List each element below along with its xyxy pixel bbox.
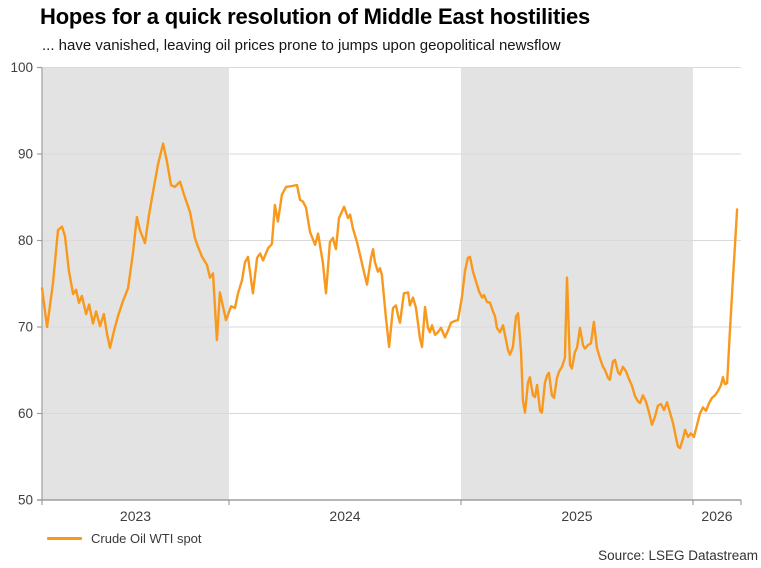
axes <box>37 66 742 505</box>
legend: Crude Oil WTI spot <box>47 531 202 546</box>
y-tick-label: 70 <box>18 320 33 335</box>
x-tick-label: 2026 <box>701 508 732 524</box>
legend-label: Crude Oil WTI spot <box>91 531 202 546</box>
chart-subtitle: ... have vanished, leaving oil prices pr… <box>42 37 561 54</box>
year-band <box>460 67 693 500</box>
x-tick-label: 2023 <box>120 508 151 524</box>
y-tick-label: 80 <box>18 233 33 248</box>
chart-title: Hopes for a quick resolution of Middle E… <box>40 4 591 29</box>
y-tick-label: 90 <box>18 147 33 162</box>
y-axis-labels: 50 60 70 80 90 100 <box>10 60 33 508</box>
year-bands <box>42 67 693 500</box>
x-axis-labels: 2023 2024 2025 2026 <box>120 508 733 524</box>
price-line <box>40 142 739 450</box>
gridlines <box>42 67 741 414</box>
x-tick-label: 2025 <box>561 508 592 524</box>
y-tick-label: 50 <box>18 493 33 508</box>
legend-line-swatch <box>47 537 82 540</box>
y-tick-label: 60 <box>18 406 33 421</box>
x-tick-label: 2024 <box>329 508 360 524</box>
year-band <box>42 67 229 500</box>
source-note: Source: LSEG Datastream <box>598 548 758 563</box>
y-tick-label: 100 <box>10 60 33 75</box>
